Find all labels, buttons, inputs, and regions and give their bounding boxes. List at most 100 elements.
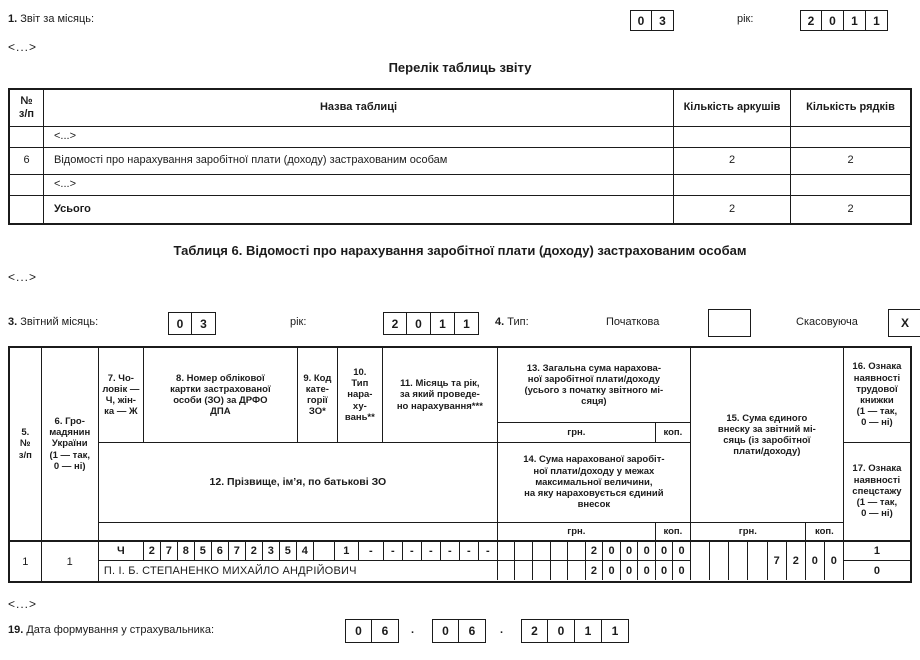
specstazh-flag-cell[interactable]: 0 <box>873 564 880 577</box>
max-hrn-box[interactable] <box>550 561 569 580</box>
max-hrn-box[interactable]: 0 <box>620 561 639 580</box>
month-box[interactable]: 0 <box>168 312 192 335</box>
sex-cell[interactable]: Ч <box>99 542 144 560</box>
drfo-digit-box[interactable]: 2 <box>143 542 161 560</box>
max-hrn-box[interactable]: 0 <box>603 561 621 580</box>
year-box[interactable]: 1 <box>431 312 455 335</box>
category-box[interactable]: 1 <box>334 542 359 560</box>
drfo-digit-box[interactable]: 5 <box>279 542 297 560</box>
max-hrn-box[interactable] <box>532 561 551 580</box>
field3-number: 3. <box>8 316 18 328</box>
drfo-digit-box[interactable]: 7 <box>160 542 178 560</box>
esv-kop-box[interactable]: 0 <box>805 542 825 580</box>
max-hrn-box[interactable] <box>568 561 586 580</box>
accrual-type-box[interactable]: - <box>358 542 384 560</box>
report-year-box[interactable]: 0 <box>822 10 844 31</box>
type-initial-label: Початкова <box>606 316 660 328</box>
date-month-box[interactable]: 6 <box>459 619 486 643</box>
total-kop-box[interactable]: 0 <box>673 542 691 560</box>
month-year-box[interactable]: - <box>402 542 422 560</box>
max-hrn-box[interactable] <box>497 561 516 580</box>
date-day-box[interactable]: 6 <box>372 619 399 643</box>
esv-kop-box[interactable]: 0 <box>824 542 844 580</box>
date-year-box[interactable]: 1 <box>575 619 602 643</box>
date-month-box[interactable]: 0 <box>432 619 459 643</box>
max-hrn-box[interactable]: 0 <box>638 561 656 580</box>
row-cell <box>10 127 44 148</box>
total-hrn-box[interactable]: 0 <box>603 542 621 560</box>
row-cell: 2 <box>674 148 791 175</box>
month-year-box[interactable]: - <box>440 542 460 560</box>
date-year-box[interactable]: 2 <box>521 619 548 643</box>
total-hrn-box[interactable] <box>497 542 516 560</box>
kop-label: коп. <box>655 523 691 541</box>
total-hrn-box[interactable]: 0 <box>638 542 656 560</box>
total-hrn-box[interactable]: 2 <box>585 542 604 560</box>
drfo-digit-box[interactable]: 3 <box>262 542 280 560</box>
drfo-digit-box[interactable]: 8 <box>177 542 195 560</box>
date-day-box[interactable]: 0 <box>345 619 372 643</box>
esv-hrn-box[interactable] <box>729 542 749 580</box>
col-header-lines: Кількість рядків <box>791 90 910 127</box>
total-kop-box[interactable]: 0 <box>655 542 674 560</box>
empty-box[interactable] <box>313 542 335 560</box>
month-year-box[interactable]: - <box>478 542 498 560</box>
report-year-box[interactable]: 1 <box>866 10 888 31</box>
total-hrn-box[interactable] <box>515 542 533 560</box>
workbook-flag-cell[interactable]: 1 <box>843 541 910 561</box>
kop-label: коп. <box>805 523 844 541</box>
field19-number: 19. <box>8 624 24 636</box>
max-hrn-box[interactable]: 2 <box>585 561 604 580</box>
esv-hrn-box[interactable] <box>690 542 711 580</box>
report-month-box[interactable]: 0 <box>630 10 652 31</box>
initial-checkbox[interactable] <box>708 309 751 337</box>
drfo-digit-box[interactable]: 5 <box>194 542 212 560</box>
month-year-box[interactable]: - <box>421 542 441 560</box>
esv-hrn-box[interactable]: 7 <box>767 542 787 580</box>
total-hrn-box[interactable] <box>568 542 586 560</box>
esv-hrn-box[interactable] <box>710 542 730 580</box>
drfo-digit-box[interactable]: 7 <box>228 542 246 560</box>
month-year-box[interactable]: - <box>459 542 479 560</box>
col14-header: 14. Сума нарахованої заробіт- ної плати/… <box>497 443 691 523</box>
cancel-checkbox[interactable]: X <box>888 309 920 337</box>
max-kop-box[interactable]: 0 <box>655 561 674 580</box>
esv-hrn-box[interactable] <box>748 542 768 580</box>
drfo-digit-box[interactable]: 6 <box>211 542 229 560</box>
total-hrn-box[interactable] <box>550 542 569 560</box>
report-year-box[interactable]: 1 <box>844 10 866 31</box>
max-hrn-box[interactable] <box>515 561 533 580</box>
col17-header: 17. Ознака наявності спецстажу (1 — так,… <box>843 443 910 541</box>
tables-list-title: Перелік таблиць звіту <box>388 60 532 75</box>
esv-hrn-box[interactable]: 2 <box>786 542 806 580</box>
year-box[interactable]: 2 <box>383 312 407 335</box>
table6-title: Таблиця 6. Відомості про нарахування зар… <box>173 243 747 258</box>
year-box[interactable]: 1 <box>455 312 479 335</box>
drfo-digit-box[interactable]: 4 <box>296 542 314 560</box>
drfo-digit-box[interactable]: 2 <box>245 542 263 560</box>
col-header-num: № з/п <box>10 90 44 127</box>
report-month-box[interactable]: 3 <box>652 10 674 31</box>
date-year-box[interactable]: 0 <box>548 619 575 643</box>
report-year-box[interactable]: 2 <box>800 10 822 31</box>
total-hrn-box[interactable] <box>532 542 551 560</box>
type-cancel-checkbox: X <box>888 309 920 337</box>
pib-cell[interactable]: П. І. Б. СТЕПАНЕНКО МИХАЙЛО АНДРІЙОВИЧ <box>99 561 498 580</box>
month-year-box[interactable]: - <box>383 542 403 560</box>
total-lines: 2 <box>847 202 854 215</box>
year-box[interactable]: 0 <box>407 312 431 335</box>
max-kop-box[interactable]: 0 <box>673 561 691 580</box>
col5-header: 5. № з/п <box>10 348 42 541</box>
month-box[interactable]: 3 <box>192 312 216 335</box>
total-hrn-box[interactable]: 0 <box>620 542 639 560</box>
gap-box <box>313 542 335 560</box>
date-year-box[interactable]: 1 <box>602 619 629 643</box>
col-header-sheets: Кількість аркушів <box>674 90 791 127</box>
